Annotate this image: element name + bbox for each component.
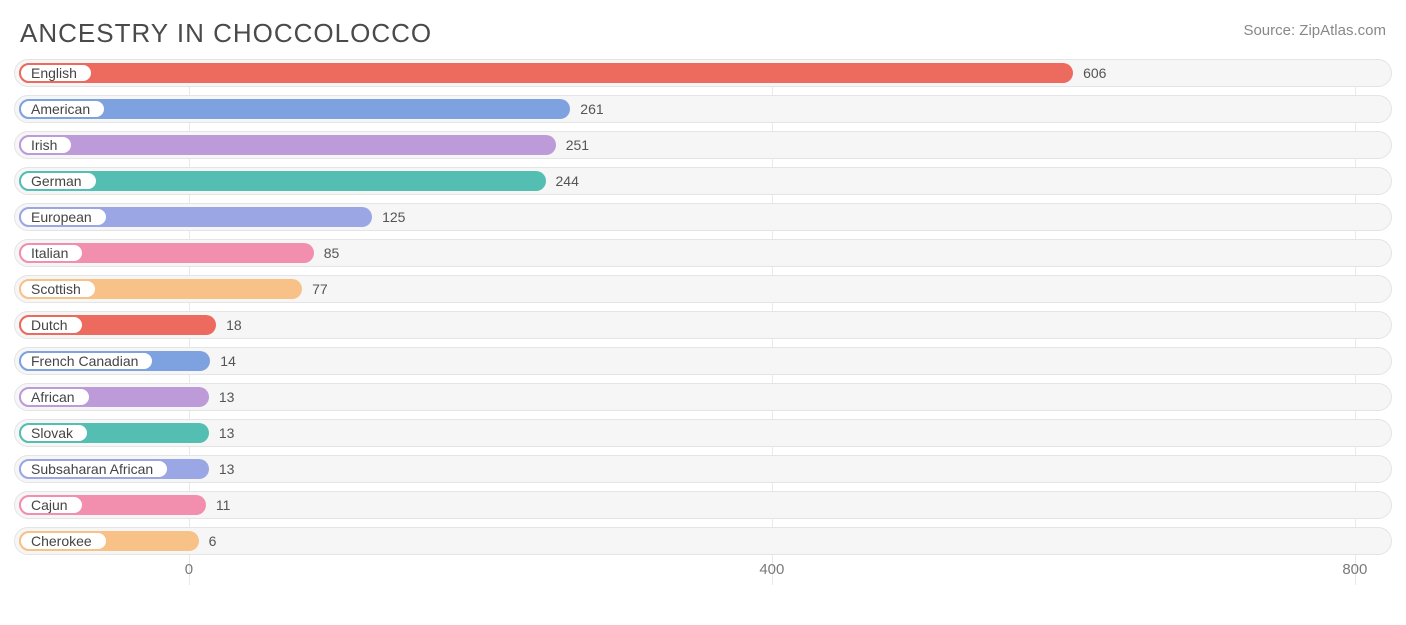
bar-track: French Canadian 14	[14, 347, 1392, 375]
chart-container: ANCESTRY IN CHOCCOLOCCO Source: ZipAtlas…	[0, 0, 1406, 625]
bar-value-label: 18	[216, 315, 242, 335]
chart-header: ANCESTRY IN CHOCCOLOCCO Source: ZipAtlas…	[0, 0, 1406, 59]
bar-track: African 13	[14, 383, 1392, 411]
bar-label-pill: Scottish	[19, 279, 97, 299]
bar-label-pill: Italian	[19, 243, 84, 263]
bar-label-pill: French Canadian	[19, 351, 154, 371]
bar-label-pill: English	[19, 63, 93, 83]
bar-label-pill: Irish	[19, 135, 73, 155]
bar-value-label: 606	[1073, 63, 1106, 83]
chart-title: ANCESTRY IN CHOCCOLOCCO	[20, 18, 432, 49]
bar-value-label: 6	[199, 531, 217, 551]
bar-track: European 125	[14, 203, 1392, 231]
chart-plot-area: English 606 American 261 Irish 251 German 244 Eu…	[0, 59, 1406, 625]
x-axis-tick: 400	[759, 561, 784, 578]
x-axis: 0 400 800	[14, 561, 1392, 585]
bar-track: American 261	[14, 95, 1392, 123]
bar-fill	[19, 63, 1073, 83]
bar-track: Irish 251	[14, 131, 1392, 159]
bar-value-label: 77	[302, 279, 328, 299]
bar-track: Cajun 11	[14, 491, 1392, 519]
bar-label-pill: American	[19, 99, 106, 119]
bar-track: Dutch 18	[14, 311, 1392, 339]
bar-track: Scottish 77	[14, 275, 1392, 303]
bar-track: Subsaharan African 13	[14, 455, 1392, 483]
x-axis-tick: 0	[185, 561, 193, 578]
bar-label-pill: Cajun	[19, 495, 84, 515]
bar-track: Cherokee 6	[14, 527, 1392, 555]
bar-label-pill: Subsaharan African	[19, 459, 169, 479]
bar-fill	[19, 171, 546, 191]
bar-value-label: 13	[209, 387, 235, 407]
bar-label-pill: European	[19, 207, 108, 227]
bar-value-label: 14	[210, 351, 236, 371]
bar-value-label: 244	[546, 171, 579, 191]
bar-track: English 606	[14, 59, 1392, 87]
bar-value-label: 251	[556, 135, 589, 155]
bar-track: Slovak 13	[14, 419, 1392, 447]
bar-fill	[19, 135, 556, 155]
bar-label-pill: Dutch	[19, 315, 84, 335]
chart-source: Source: ZipAtlas.com	[1243, 18, 1386, 39]
x-axis-tick: 800	[1342, 561, 1367, 578]
bar-track: German 244	[14, 167, 1392, 195]
bar-value-label: 125	[372, 207, 405, 227]
bar-value-label: 13	[209, 459, 235, 479]
bar-value-label: 261	[570, 99, 603, 119]
bar-track: Italian 85	[14, 239, 1392, 267]
bar-label-pill: Slovak	[19, 423, 89, 443]
bar-value-label: 13	[209, 423, 235, 443]
bar-label-pill: Cherokee	[19, 531, 108, 551]
bar-value-label: 85	[314, 243, 340, 263]
bar-label-pill: German	[19, 171, 98, 191]
chart-bars: English 606 American 261 Irish 251 German 244 Eu…	[14, 59, 1392, 555]
bar-value-label: 11	[206, 495, 231, 515]
bar-label-pill: African	[19, 387, 91, 407]
